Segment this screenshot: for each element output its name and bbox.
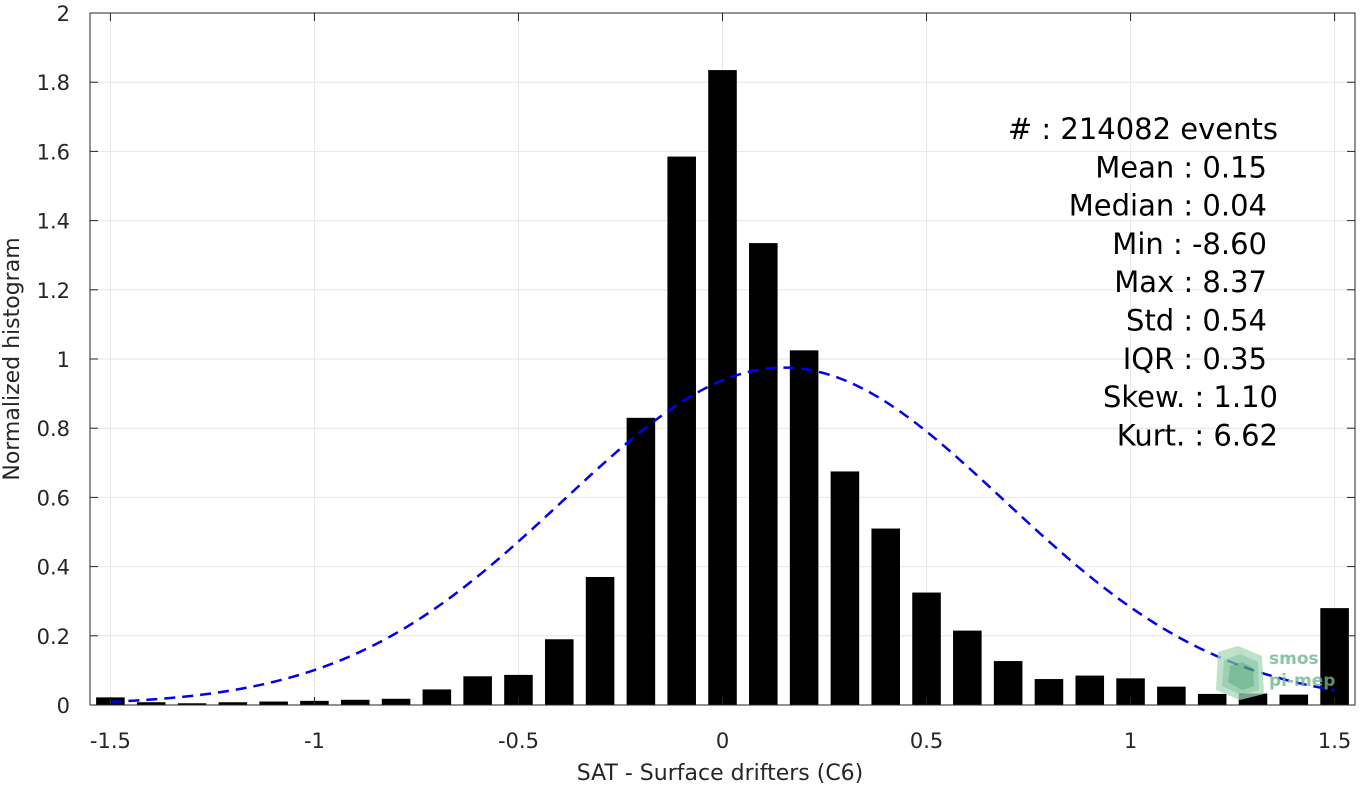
y-axis-label: Normalized histogram [0,237,25,480]
stats-line: Max : 8.37 [1114,265,1267,299]
histogram-bar [1238,693,1268,705]
histogram-bar [340,699,370,705]
y-tick-label: 0.8 [37,417,70,441]
histogram-bar [136,702,166,705]
histogram-bar [177,703,207,705]
y-tick-labels: 0 0.2 0.4 0.6 0.8 1 1.2 1.4 1.6 1.8 2 [37,2,70,718]
x-tick-label: -1 [304,729,325,753]
smos-pimep-logo: smos pi-mep [1216,646,1335,700]
histogram-bar [1279,694,1309,705]
x-tick-label: -1.5 [90,729,131,753]
y-tick-label: 1.2 [37,279,70,303]
stats-line: Std : 0.54 [1126,304,1267,338]
stats-line: IQR : 0.35 [1123,342,1267,376]
stats-line: Skew. : 1.10 [1103,380,1278,414]
x-tick-label: 0 [716,729,729,753]
histogram-bar [422,689,452,705]
histogram-bar [585,576,615,705]
y-tick-label: 1 [57,348,70,372]
histogram-bar [1157,686,1186,705]
histogram-bar [1320,608,1349,705]
histogram-bar [544,639,574,705]
histogram-bar [789,350,819,705]
y-tick-label: 1.6 [37,140,70,164]
smos-pimep-logo-icon [1216,646,1264,700]
normal-fit-curve [110,366,1335,704]
histogram-bar [381,698,411,705]
histogram-bar [830,471,860,705]
histogram-bar [1034,679,1064,705]
histogram-bar [749,243,778,705]
y-tick-label: 0 [57,694,70,718]
stats-line: Mean : 0.15 [1095,150,1267,184]
histogram-bar [871,528,901,705]
y-tick-label: 0.4 [37,556,70,580]
x-tick-label: -0.5 [498,729,539,753]
histogram-bar [912,592,941,705]
x-tick-labels: -1.5 -1 -0.5 0 0.5 1 1.5 [90,729,1351,753]
y-tick-label: 1.8 [37,71,70,95]
histogram-bar [626,417,656,705]
histogram-bar [259,701,288,705]
histogram-bar [1197,693,1227,705]
logo-text-line2: pi-mep [1269,671,1335,691]
stats-line: Median : 0.04 [1069,189,1267,223]
histogram-bar [708,70,737,706]
stats-line: Kurt. : 6.62 [1117,418,1278,452]
x-axis-label: SAT - Surface drifters (C6) [577,761,864,785]
stats-line: # : 214082 events [1008,112,1278,146]
histogram-bar [993,661,1023,705]
histogram-bar [463,676,492,705]
stats-line: Min : -8.60 [1112,227,1267,261]
x-tick-label: 1 [1124,729,1137,753]
histogram-bar [667,156,696,706]
histogram-bar [218,702,248,705]
y-tick-label: 2 [57,2,70,26]
axes [89,12,1356,706]
x-tick-label: 0.5 [910,729,943,753]
histogram-bar [953,630,982,705]
logo-text-line1: smos [1269,649,1319,669]
x-tick-label: 1.5 [1318,729,1351,753]
y-tick-label: 1.4 [37,210,70,234]
y-tick-label: 0.2 [37,625,70,649]
y-tick-label: 0.6 [37,486,70,510]
statistics-annotation: # : 214082 events Mean : 0.15 Median : 0.0… [1008,112,1278,452]
histogram-bar [1075,675,1105,705]
